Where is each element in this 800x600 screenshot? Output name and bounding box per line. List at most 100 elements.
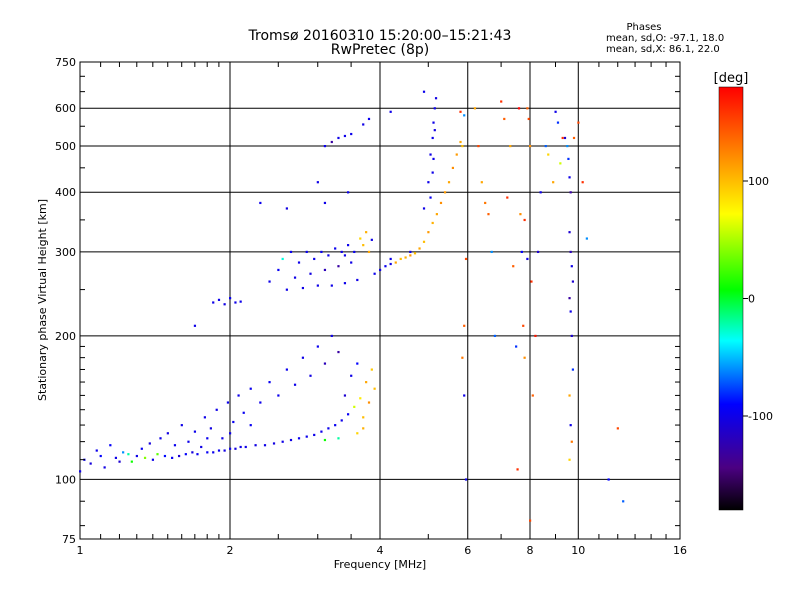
data-point <box>343 254 347 257</box>
data-point <box>323 362 327 365</box>
data-point <box>515 345 518 348</box>
chart-title: Tromsø 20160310 15:20:00–15:21:43 <box>248 28 512 44</box>
data-point <box>334 424 337 427</box>
data-point <box>463 394 466 397</box>
data-point <box>367 401 371 404</box>
data-point <box>569 310 572 313</box>
data-point <box>249 424 252 427</box>
data-point <box>259 201 262 205</box>
colorbar-label: [deg] <box>714 71 749 86</box>
data-point <box>244 445 247 449</box>
data-point <box>343 134 347 138</box>
data-point <box>559 162 562 165</box>
data-point <box>320 430 323 433</box>
data-point <box>346 413 350 416</box>
data-point <box>323 268 327 272</box>
data-point <box>209 427 212 430</box>
data-point <box>427 181 430 184</box>
data-point <box>356 362 359 365</box>
data-point <box>272 442 276 445</box>
data-point <box>526 107 529 110</box>
colorbar-tick-label: -100 <box>748 410 773 423</box>
data-point <box>337 136 340 140</box>
data-point <box>544 144 547 148</box>
data-point <box>223 303 226 306</box>
data-point <box>566 144 569 148</box>
data-point <box>529 519 532 522</box>
data-point <box>200 445 203 449</box>
x-tick-label: 4 <box>377 544 384 557</box>
data-point <box>127 453 130 456</box>
data-point <box>569 250 572 254</box>
data-point <box>163 454 167 458</box>
data-point <box>404 256 407 259</box>
data-point <box>293 276 297 279</box>
data-point <box>370 368 373 371</box>
data-point <box>316 345 319 348</box>
data-point <box>206 451 209 454</box>
data-point <box>547 153 550 156</box>
data-point <box>268 381 271 384</box>
data-point <box>193 324 197 327</box>
data-point <box>130 460 133 463</box>
data-point <box>413 252 417 255</box>
data-point <box>187 440 190 443</box>
data-point <box>422 240 426 243</box>
data-point <box>506 196 509 199</box>
data-point <box>212 451 215 454</box>
data-point <box>156 453 159 456</box>
data-point <box>340 250 343 254</box>
x-tick-label: 6 <box>464 544 471 557</box>
data-point <box>215 408 218 411</box>
data-point <box>432 121 435 124</box>
data-point <box>569 191 572 194</box>
data-point <box>570 334 573 338</box>
data-point <box>89 462 92 465</box>
data-point <box>435 213 438 216</box>
y-tick-label: 400 <box>55 186 76 199</box>
data-point <box>203 416 206 419</box>
data-point <box>530 280 533 283</box>
x-tick-label: 2 <box>227 544 234 557</box>
data-point <box>367 250 371 254</box>
data-point <box>320 250 323 254</box>
data-point <box>114 456 118 459</box>
data-point <box>459 140 462 144</box>
data-point <box>422 207 426 210</box>
data-point <box>531 394 534 397</box>
data-point <box>455 153 458 156</box>
phases-line-x: mean, sd,X: 86.1, 22.0 <box>606 44 720 55</box>
data-point <box>191 451 194 454</box>
data-point <box>568 176 571 179</box>
data-point <box>212 301 215 304</box>
data-point <box>301 356 305 359</box>
data-point <box>567 157 570 161</box>
data-point <box>534 334 537 338</box>
data-point <box>305 435 308 438</box>
y-tick-label: 300 <box>55 246 76 259</box>
data-point <box>568 231 571 234</box>
data-point <box>568 297 571 300</box>
data-point <box>301 286 305 290</box>
data-point <box>570 440 573 443</box>
data-point <box>373 387 376 390</box>
data-point <box>581 181 584 184</box>
data-point <box>263 444 267 447</box>
x-tick-label: 16 <box>673 544 687 557</box>
colorbar-tick-label: 100 <box>748 175 769 188</box>
data-point <box>572 136 576 140</box>
data-point <box>343 282 347 285</box>
data-point <box>516 468 519 471</box>
data-point <box>365 381 368 384</box>
data-point <box>490 250 493 254</box>
data-point <box>151 458 155 461</box>
data-point <box>539 191 542 194</box>
data-point <box>520 250 523 254</box>
data-point <box>443 191 447 194</box>
data-point <box>330 284 333 287</box>
data-point <box>389 262 392 266</box>
data-point <box>109 444 112 447</box>
data-point <box>95 449 98 452</box>
data-point <box>173 444 177 447</box>
